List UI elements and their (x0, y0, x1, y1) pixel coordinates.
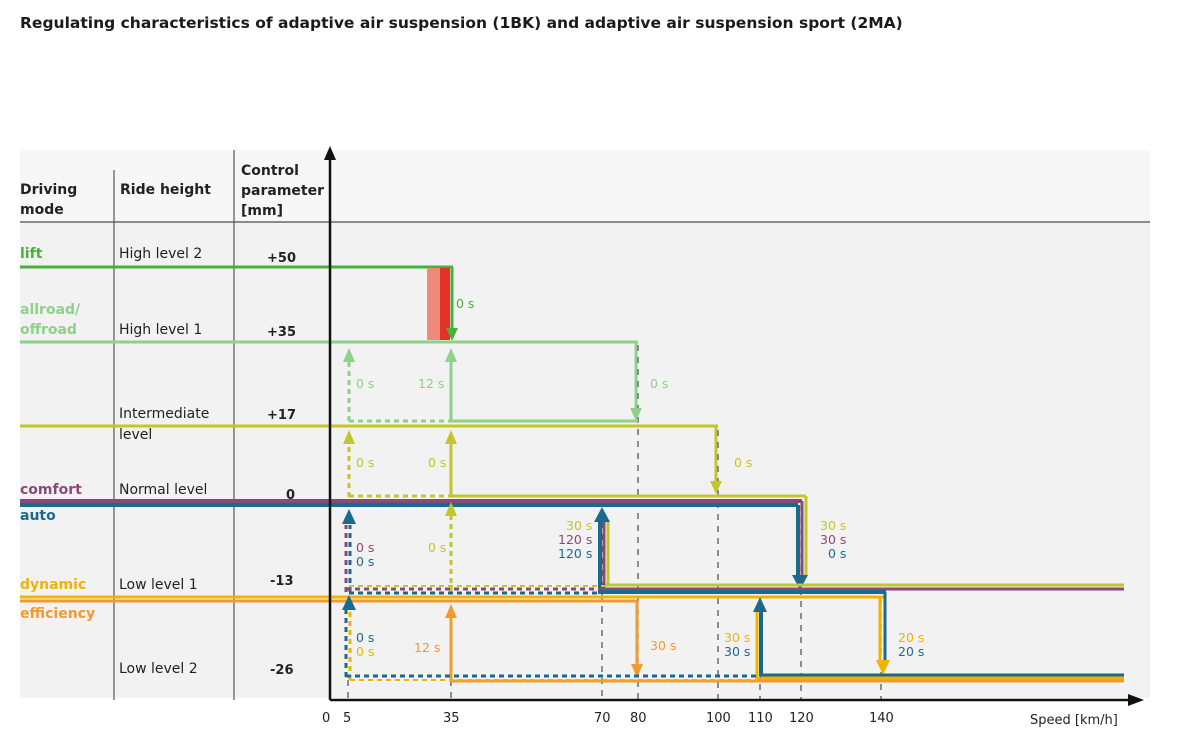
x-tick-110: 110 (748, 711, 773, 726)
label-low1-up-5: 0 s 0 s (356, 630, 378, 659)
ride-normal-level: Normal level (119, 482, 207, 498)
ride-low-level-1: Low level 1 (119, 577, 198, 593)
mode-allroad: allroad/ offroad (20, 302, 85, 338)
ride-high-level-1: High level 1 (119, 322, 202, 338)
y-axis-arrowhead (324, 146, 336, 160)
lift-salmon-bar (427, 268, 440, 340)
param-plus-35: +35 (267, 325, 296, 340)
label-allroad-down-80: 0 s (650, 376, 668, 391)
x-tick-0: 0 (322, 711, 330, 726)
header-control-parameter: Control parameter [mm] (241, 163, 329, 219)
allroad-down-arrow (630, 408, 642, 421)
plot-background (20, 150, 1150, 698)
label-normal-up-35: 0 s (428, 540, 446, 555)
x-tick-120: 120 (789, 711, 814, 726)
label-inter-up-35: 0 s (428, 455, 446, 470)
intermediate-down-arrow (710, 481, 722, 494)
mode-comfort: comfort (20, 482, 82, 498)
normal-up-35-arrow (445, 502, 457, 516)
label-low1-down-80: 30 s (650, 638, 676, 653)
lift-red-bar (440, 268, 450, 340)
label-low1-down-140: 20 s 20 s (898, 630, 928, 659)
normal-up-5-arrow (342, 509, 356, 524)
header-driving-mode: Driving mode (20, 182, 82, 218)
inter-up-5-arrow (343, 430, 355, 444)
x-ticks: 0 5 35 70 80 100 110 120 140 (322, 711, 894, 726)
header-ride-height: Ride height (120, 182, 211, 198)
ride-low-level-2: Low level 2 (119, 661, 198, 677)
ride-high-level-2: High level 2 (119, 246, 202, 262)
x-axis-label: Speed [km/h] (1030, 713, 1118, 728)
page-title: Regulating characteristics of adaptive a… (20, 14, 903, 32)
low1-down-80-arrow (631, 664, 643, 678)
header-background (20, 150, 1150, 222)
low1-up-110-arrow (753, 597, 767, 612)
low1-up-5-arrow (342, 595, 356, 610)
low1-up-35-arrow (445, 604, 457, 618)
lift-down-arrow (446, 328, 458, 341)
param-minus-13: -13 (270, 574, 294, 589)
mode-dynamic: dynamic (20, 577, 86, 593)
x-tick-35: 35 (443, 711, 460, 726)
normal-up-70-arrow (594, 507, 610, 522)
x-tick-140: 140 (869, 711, 894, 726)
x-tick-80: 80 (630, 711, 647, 726)
inter-up-35-arrow (445, 430, 457, 444)
param-plus-50: +50 (267, 251, 296, 266)
allroad-up-5-arrow (343, 348, 355, 362)
label-normal-down-120: 30 s 30 s 0 s (820, 518, 850, 561)
param-plus-17: +17 (267, 408, 296, 423)
x-tick-100: 100 (706, 711, 731, 726)
x-axis-arrowhead (1128, 694, 1144, 706)
label-inter-up-5: 0 s (356, 455, 374, 470)
ride-intermediate-level: Intermediate level (119, 406, 214, 443)
normal-down-120-arrow (792, 575, 808, 590)
x-tick-70: 70 (594, 711, 611, 726)
param-zero: 0 (286, 488, 295, 503)
mode-lift: lift (20, 246, 43, 262)
x-tick-5: 5 (343, 711, 351, 726)
label-normal-up-5: 0 s 0 s (356, 540, 378, 569)
label-allroad-up-5: 0 s (356, 376, 374, 391)
low1-down-140-arrow (876, 660, 890, 675)
label-inter-down-100: 0 s (734, 455, 752, 470)
allroad-up-35-arrow (445, 348, 457, 362)
label-low1-up-35: 12 s (414, 640, 440, 655)
label-lift-down: 0 s (456, 296, 474, 311)
param-minus-26: -26 (270, 663, 294, 678)
label-allroad-up-35: 12 s (418, 376, 444, 391)
mode-efficiency: efficiency (20, 606, 95, 622)
label-normal-up-70: 30 s 120 s 120 s (558, 518, 596, 561)
label-low1-up-110: 30 s 30 s (724, 630, 754, 659)
mode-auto: auto (20, 508, 56, 524)
